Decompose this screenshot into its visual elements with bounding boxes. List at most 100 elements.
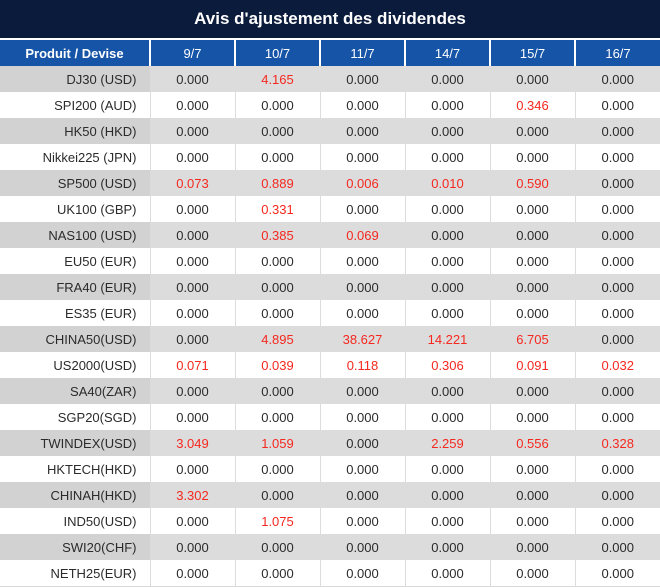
value-cell: 0.000 [489, 248, 575, 274]
value-cell: 0.000 [574, 118, 660, 144]
value-cell: 0.000 [489, 482, 575, 508]
product-cell: ES35 (EUR) [64, 305, 137, 321]
value-cell: 0.000 [149, 66, 235, 92]
value-cell: 0.000 [149, 92, 235, 118]
value-cell: 0.000 [574, 222, 660, 248]
product-cell: NAS100 (USD) [0, 222, 150, 248]
value-cell: 0.000 [149, 144, 235, 170]
value-cell: 2.259 [404, 430, 490, 456]
table-row: SGP20(SGD) 0.000 0.000 0.000 0.000 0.000 0.000 [0, 404, 660, 430]
value-cell: 0.000 [234, 300, 320, 326]
value-cell: 0.000 [319, 92, 405, 118]
date-column-header: 11/7 [319, 40, 405, 66]
value-cell: 0.000 [319, 378, 405, 404]
value-cell: 0.346 [489, 92, 575, 118]
value-cell: 0.000 [149, 326, 235, 352]
table-row: Nikkei225 (JPN) 0.000 0.000 0.000 0.000 0.000… [0, 144, 660, 170]
value-cell: 0.000 [489, 118, 575, 144]
table-row: IND50(USD) 0.000 1.075 0.000 0.000 0.000 0.000 [0, 508, 660, 534]
value-cell: 0.000 [574, 274, 660, 300]
product-cell: DJ30 (USD) [0, 66, 150, 92]
date-column-header: 16/7 [574, 40, 660, 66]
value-cell: 3.302 [149, 482, 235, 508]
value-cell: 0.000 [574, 560, 660, 587]
value-cell: 0.000 [234, 378, 320, 404]
table-row: NETH25(EUR) 0.000 0.000 0.000 0.000 0.000 0.00… [0, 560, 660, 587]
value-cell: 0.306 [404, 352, 490, 378]
value-cell: 3.049 [149, 430, 235, 456]
value-cell: 0.000 [234, 404, 320, 430]
value-cell: 0.000 [404, 248, 490, 274]
value-cell: 0.000 [234, 482, 320, 508]
value-cell: 0.000 [489, 66, 575, 92]
value-cell: 0.000 [404, 534, 490, 560]
value-cell: 0.385 [234, 222, 320, 248]
table-row: UK100 (GBP) 0.000 0.331 0.000 0.000 0.000 0.00… [0, 196, 660, 222]
value-cell: 0.000 [319, 118, 405, 144]
value-cell: 0.000 [489, 222, 575, 248]
table-row: CHINAH(HKD) 3.302 0.000 0.000 0.000 0.000 0.00… [0, 482, 660, 508]
value-cell: 0.000 [574, 300, 660, 326]
value-cell: 0.000 [319, 144, 405, 170]
value-cell: 0.000 [404, 456, 490, 482]
value-cell: 0.032 [574, 352, 660, 378]
value-cell: 0.000 [404, 196, 490, 222]
value-cell: 0.000 [404, 300, 490, 326]
product-cell: SP500 (USD) [0, 170, 150, 196]
value-cell: 0.889 [234, 170, 320, 196]
value-cell: 0.000 [319, 534, 405, 560]
column-header-row: Produit / Devise 9/7 10/7 11/7 14/7 15/7 16/7 [0, 40, 660, 66]
value-cell: 0.000 [489, 508, 575, 534]
value-cell: 0.010 [404, 170, 490, 196]
value-cell: 0.000 [319, 430, 405, 456]
value-cell: 0.000 [404, 560, 490, 587]
table-row: SWI20(CHF) 0.000 0.000 0.000 0.000 0.000 0.000 [0, 534, 660, 560]
value-cell: 0.000 [149, 300, 235, 326]
value-cell: 0.000 [234, 274, 320, 300]
value-cell: 0.000 [404, 378, 490, 404]
product-cell: SGP20(SGD) [57, 409, 137, 425]
product-cell: TWINDEX(USD) [0, 430, 150, 456]
value-cell: 0.000 [489, 300, 575, 326]
value-cell: 0.000 [234, 560, 320, 587]
value-cell: 0.000 [319, 274, 405, 300]
value-cell: 38.627 [319, 326, 405, 352]
value-cell: 0.000 [404, 92, 490, 118]
product-cell: SA40(ZAR) [0, 378, 150, 404]
value-cell: 0.000 [489, 144, 575, 170]
value-cell: 0.000 [319, 482, 405, 508]
value-cell: 0.000 [319, 248, 405, 274]
value-cell: 0.000 [574, 326, 660, 352]
value-cell: 0.000 [574, 378, 660, 404]
table-row: CHINA50(USD) 0.000 4.895 38.627 14.221 6.705 0… [0, 326, 660, 352]
value-cell: 0.000 [149, 196, 235, 222]
value-cell: 0.000 [574, 144, 660, 170]
product-cell: UK100 (GBP) [57, 201, 137, 217]
date-column-header: 10/7 [234, 40, 320, 66]
table-row: FRA40 (EUR) 0.000 0.000 0.000 0.000 0.000 0.00… [0, 274, 660, 300]
value-cell: 0.000 [234, 534, 320, 560]
value-cell: 0.073 [149, 170, 235, 196]
table-row: TWINDEX(USD) 3.049 1.059 0.000 2.259 0.556 0.3… [0, 430, 660, 456]
value-cell: 0.069 [319, 222, 405, 248]
value-cell: 0.091 [489, 352, 575, 378]
value-cell: 0.000 [489, 378, 575, 404]
value-cell: 0.006 [319, 170, 405, 196]
value-cell: 0.000 [319, 404, 405, 430]
date-column-header: 14/7 [404, 40, 490, 66]
product-cell: CHINA50(USD) [0, 326, 150, 352]
value-cell: 0.000 [319, 66, 405, 92]
value-cell: 0.590 [489, 170, 575, 196]
value-cell: 1.059 [234, 430, 320, 456]
table-row: HK50 (HKD) 0.000 0.000 0.000 0.000 0.000 0.000 [0, 118, 660, 144]
product-cell: SPI200 (AUD) [54, 97, 137, 113]
product-cell: EU50 (EUR) [64, 253, 137, 269]
value-cell: 0.000 [149, 378, 235, 404]
table-row: SA40(ZAR) 0.000 0.000 0.000 0.000 0.000 0.000 [0, 378, 660, 404]
value-cell: 0.000 [149, 248, 235, 274]
value-cell: 0.000 [234, 248, 320, 274]
value-cell: 0.000 [404, 482, 490, 508]
table-row: EU50 (EUR) 0.000 0.000 0.000 0.000 0.000 0.000 [0, 248, 660, 274]
product-cell: HK50 (HKD) [0, 118, 150, 144]
value-cell: 0.000 [489, 404, 575, 430]
